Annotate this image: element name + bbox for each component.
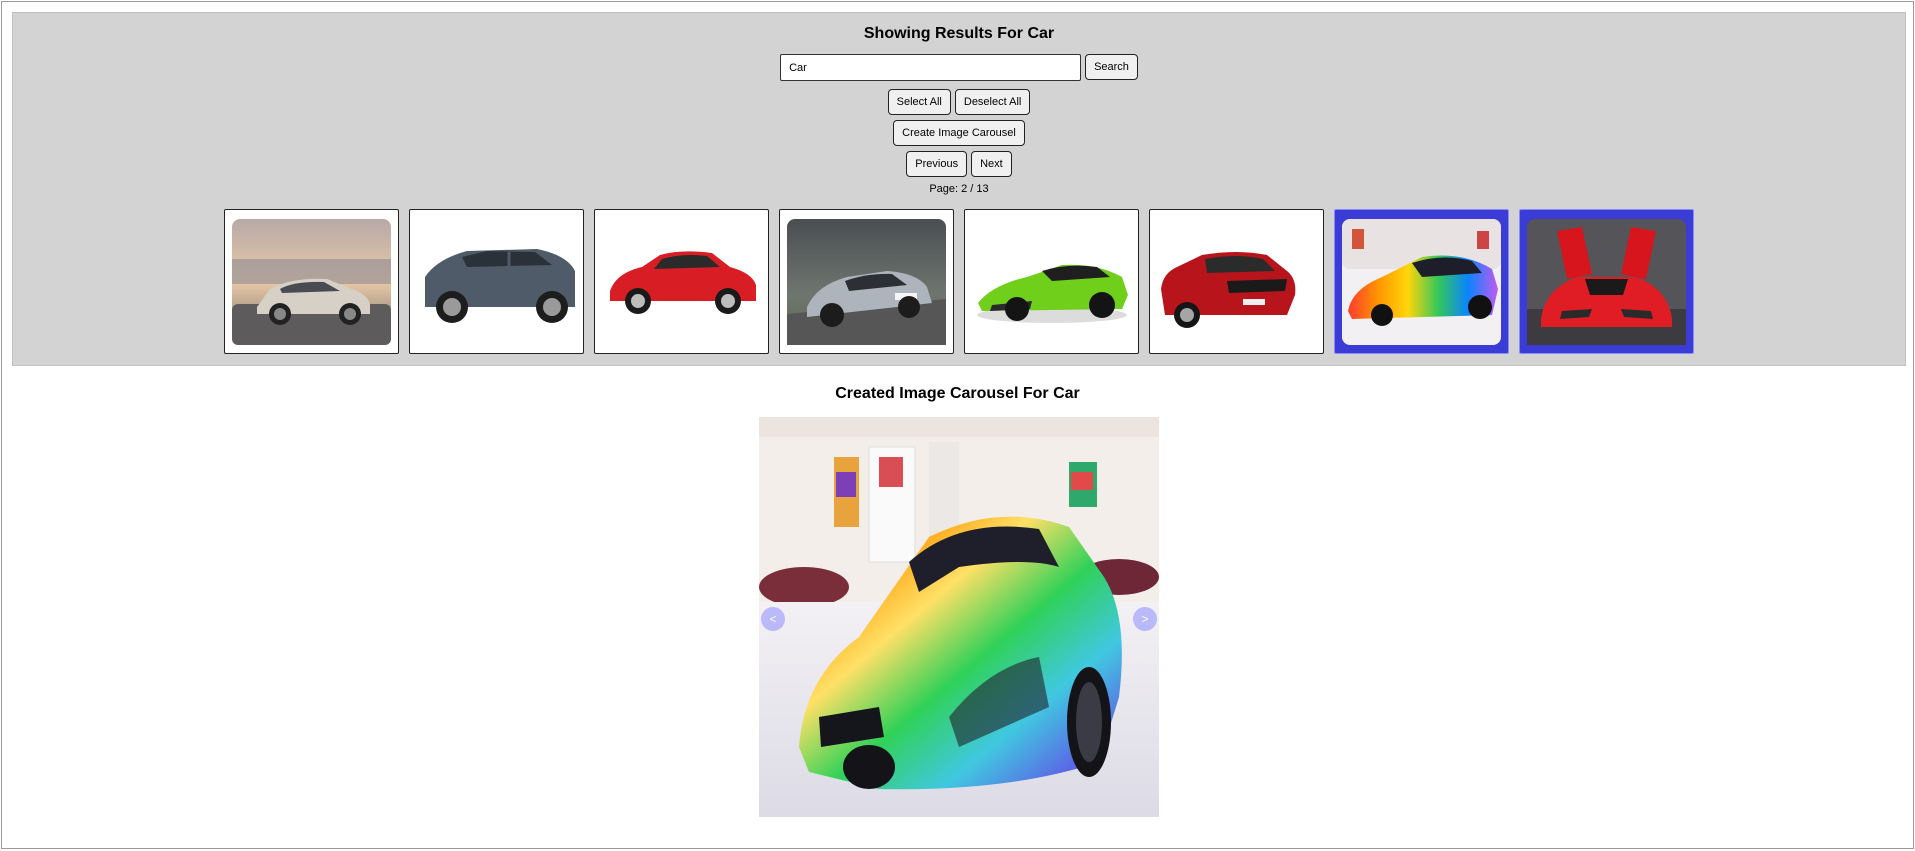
rainbow-supercar-showroom-image (759, 417, 1159, 817)
rainbow-supercar-image (1342, 218, 1501, 345)
carousel-title: Created Image Carousel For Car (835, 385, 1080, 402)
result-thumbnail[interactable] (594, 209, 769, 354)
carousel-prev-button[interactable]: < (761, 607, 785, 631)
deselect-all-button[interactable]: Deselect All (954, 89, 1031, 115)
grey-suv-image (417, 218, 576, 345)
pagination: Previous Next (13, 151, 1905, 177)
create-carousel-button[interactable]: Create Image Carousel (893, 120, 1025, 146)
carousel-controls: Create Image Carousel (13, 120, 1905, 146)
results-grid (224, 209, 1694, 354)
red-supercar-doors-up-image (1527, 218, 1686, 345)
carousel-next-button[interactable]: > (1133, 607, 1157, 631)
search-button[interactable]: Search (1085, 54, 1138, 80)
selection-controls: Select All Deselect All (13, 89, 1905, 115)
result-thumbnail[interactable] (779, 209, 954, 354)
result-thumbnail[interactable] (409, 209, 584, 354)
result-thumbnail[interactable] (1149, 209, 1324, 354)
previous-button[interactable]: Previous (906, 151, 968, 177)
results-title: Showing Results For Car (863, 25, 1055, 42)
select-all-button[interactable]: Select All (887, 89, 951, 115)
red-hatchback-image (602, 218, 761, 345)
red-sedan-image (1157, 218, 1316, 345)
search-bar: Search (13, 54, 1905, 81)
search-results-panel: Showing Results For Car Search Select Al… (12, 12, 1906, 366)
silver-sedan-road-image (787, 218, 946, 345)
image-carousel: < > (759, 417, 1159, 817)
silver-suv-city-image (232, 218, 391, 345)
search-input[interactable] (780, 54, 1082, 81)
green-sports-car-image (972, 218, 1131, 345)
next-button[interactable]: Next (971, 151, 1012, 177)
page-indicator: Page: 2 / 13 (929, 183, 989, 195)
result-thumbnail-selected[interactable] (1519, 209, 1694, 354)
result-thumbnail[interactable] (964, 209, 1139, 354)
result-thumbnail[interactable] (224, 209, 399, 354)
result-thumbnail-selected[interactable] (1334, 209, 1509, 354)
